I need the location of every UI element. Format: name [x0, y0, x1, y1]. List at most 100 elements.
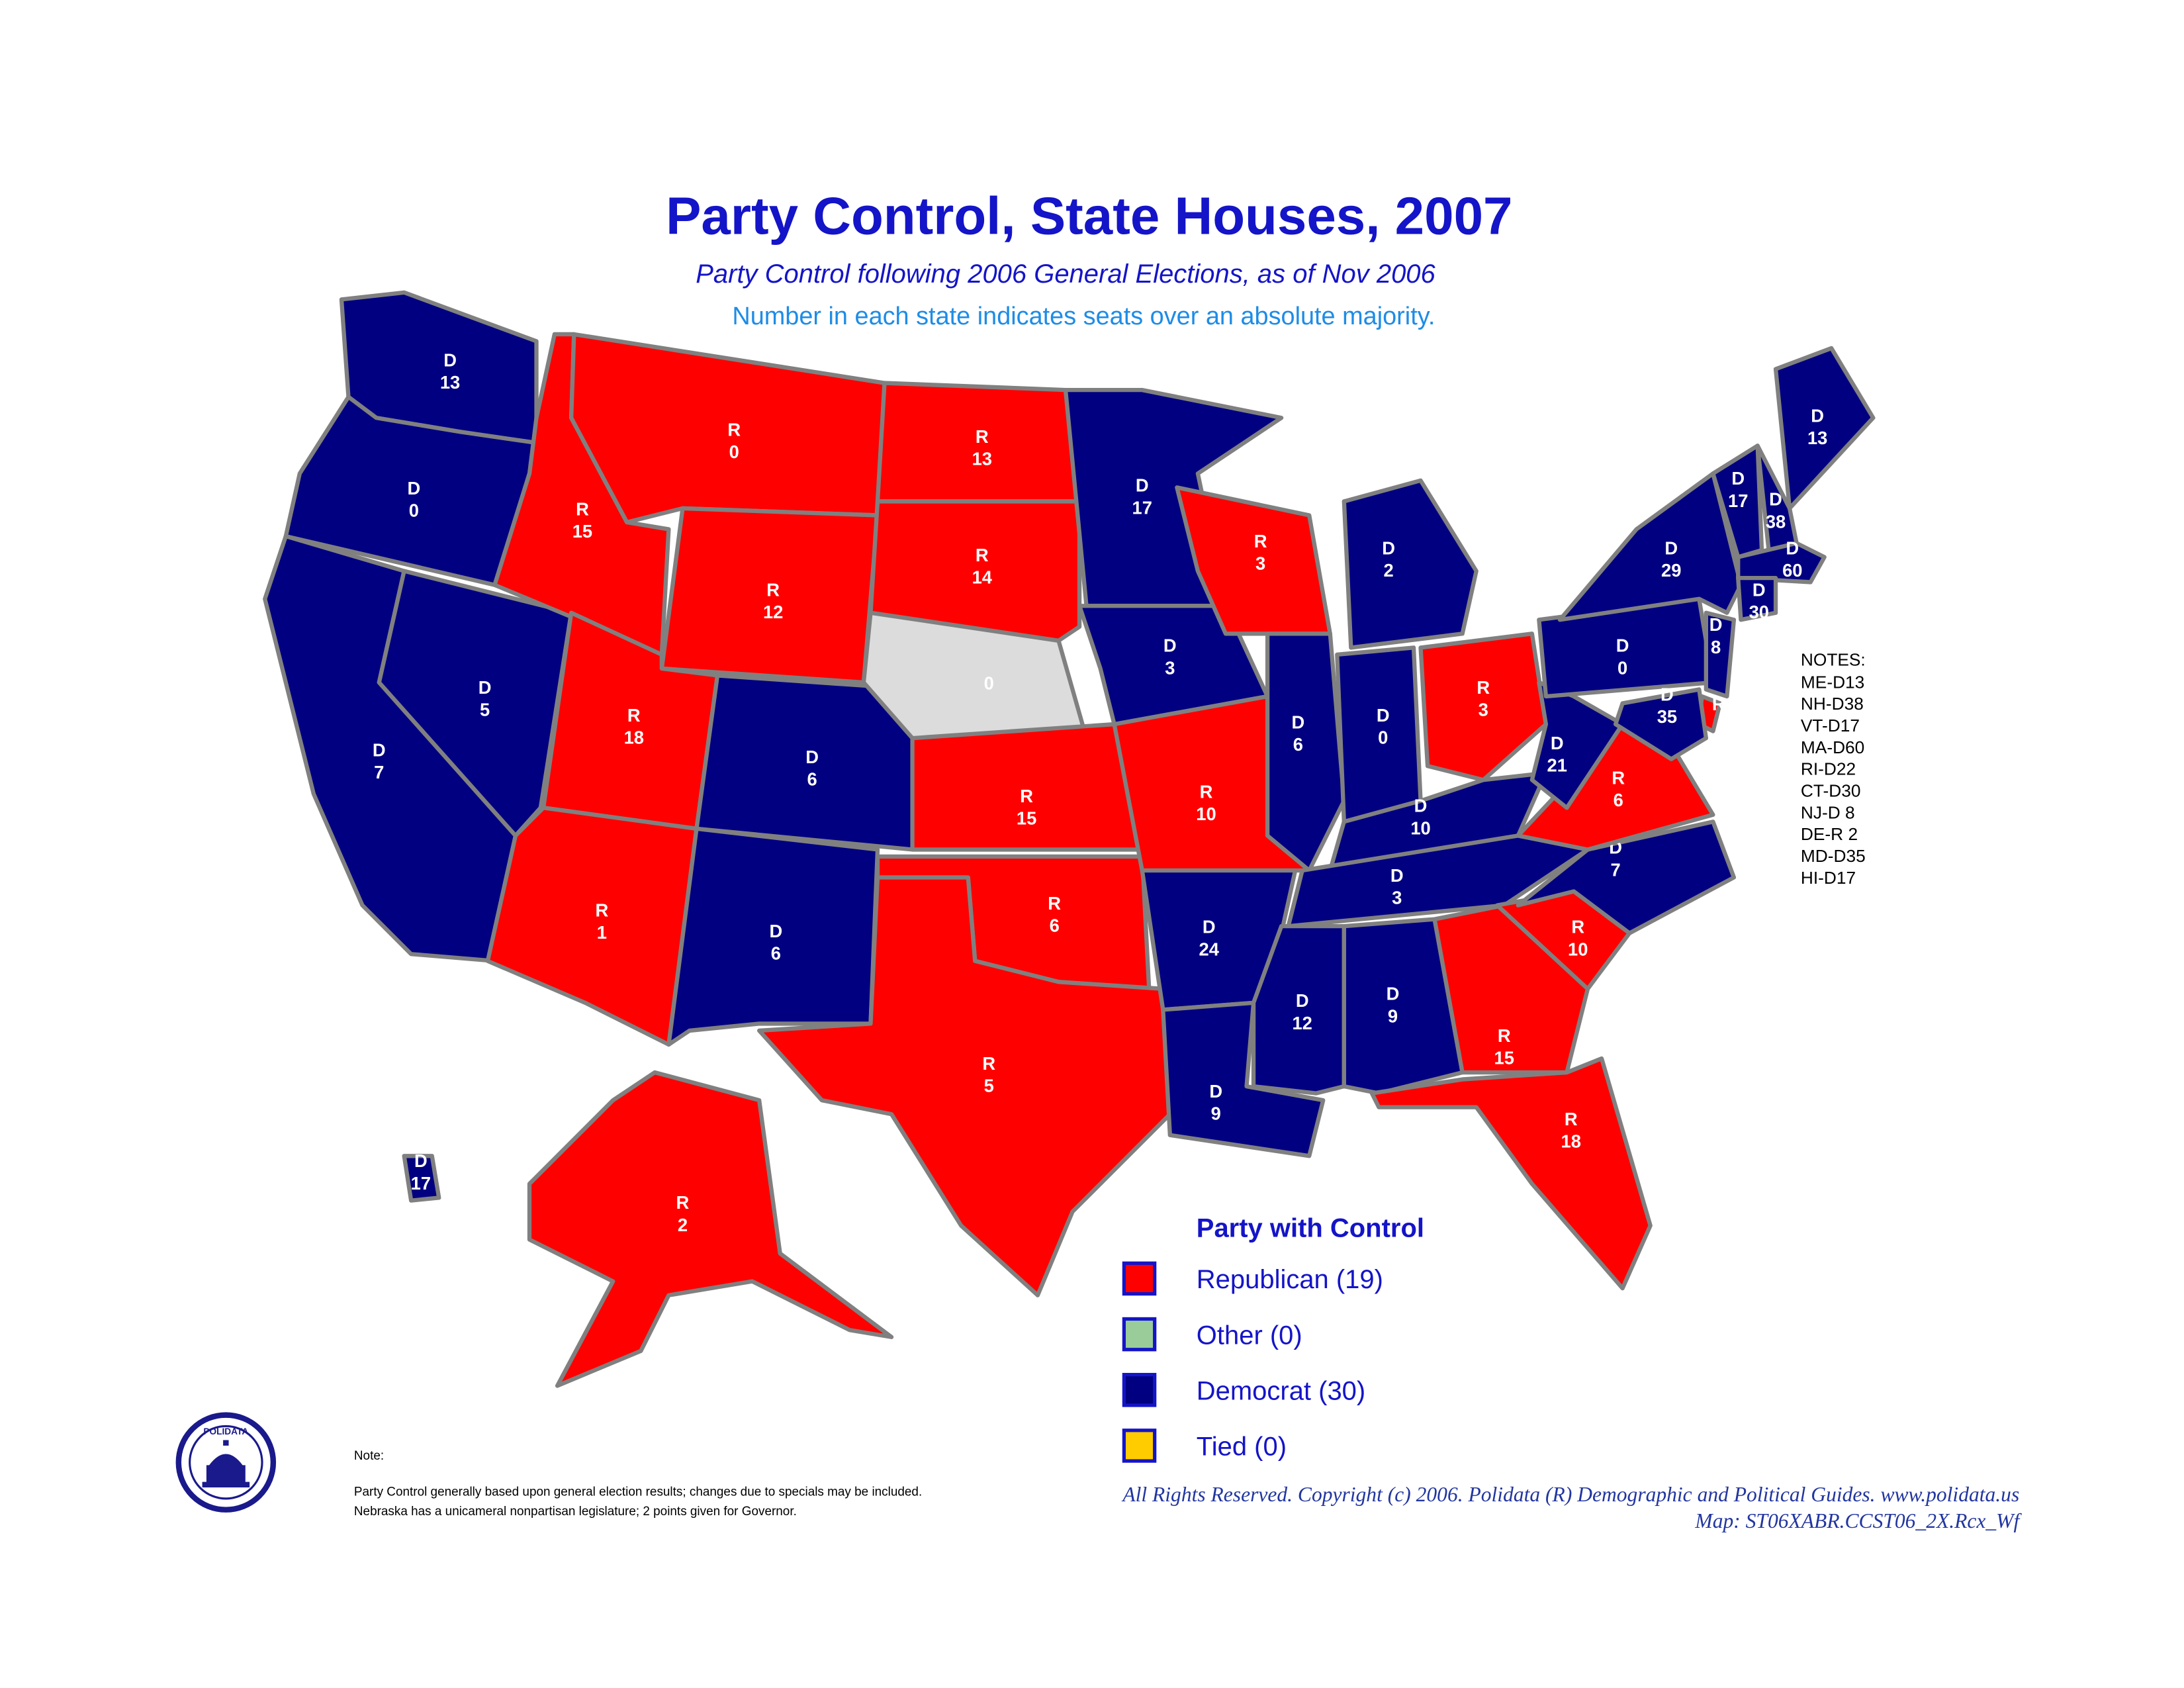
note-item: DE-R 2: [1801, 824, 1858, 844]
legend-swatch: [1122, 1372, 1157, 1407]
legend-swatch: [1122, 1261, 1157, 1296]
state-party: D: [414, 1150, 428, 1171]
state-seats: 9: [1388, 1006, 1398, 1026]
state-seats: 21: [1547, 755, 1567, 776]
note-item: ME-D13: [1801, 672, 1864, 692]
footnote-line: Nebraska has a unicameral nonpartisan le…: [354, 1505, 797, 1519]
state-party: D: [1163, 635, 1177, 656]
note-item: NJ-D 8: [1801, 802, 1855, 822]
state-party: D: [1209, 1081, 1222, 1102]
notes-title: NOTES:: [1801, 650, 1866, 670]
state-party: R: [1477, 677, 1490, 698]
state-seats: 7: [374, 762, 384, 782]
state-party: D: [1390, 865, 1404, 886]
state-seats: 0: [409, 500, 419, 521]
note-item: MD-D35: [1801, 846, 1866, 866]
state-party: D: [1661, 684, 1674, 704]
state: [1418, 632, 1549, 782]
state-seats: 38: [1766, 511, 1786, 532]
state-seats: 0: [1378, 727, 1388, 748]
state-party: D: [1664, 538, 1678, 558]
state-seats: 18: [1561, 1131, 1581, 1152]
state-seats: 10: [1568, 939, 1588, 959]
state-seats: 10: [1196, 804, 1216, 824]
state-seats: 6: [771, 943, 781, 964]
state-seats: 9: [1211, 1103, 1221, 1124]
note-item: VT-D17: [1801, 716, 1860, 735]
state-party: D: [1752, 579, 1766, 600]
state-seats: 7: [1610, 859, 1620, 880]
state: [527, 1070, 894, 1388]
legend: Party with Control Republican (19) Other (…: [1122, 1213, 1424, 1463]
state-seats: 3: [1255, 553, 1265, 574]
state-party: D: [373, 739, 386, 760]
legend-swatch: [1122, 1429, 1157, 1463]
state-seats: 12: [763, 602, 783, 622]
legend-label: Other (0): [1197, 1321, 1302, 1350]
legend-label: Democrat (30): [1197, 1376, 1365, 1405]
state-party: D: [1292, 712, 1305, 732]
state: [1432, 903, 1590, 1075]
state-seats: 0: [729, 442, 739, 462]
state-party: D: [443, 350, 457, 370]
state: [666, 826, 880, 1047]
state-party: D: [1769, 489, 1782, 510]
state: [1342, 478, 1479, 650]
state-party: D: [1377, 705, 1390, 726]
state: [1736, 575, 1778, 622]
state: [1342, 917, 1465, 1096]
footnote: Note: Party Control generally based upon…: [354, 1449, 922, 1519]
state-party: R: [1565, 1109, 1578, 1129]
state-seats: 13: [440, 372, 460, 393]
state-party: R: [1020, 786, 1033, 806]
state: [1529, 680, 1625, 810]
state-seats: 0: [1617, 657, 1627, 678]
state-seats: 24: [1199, 939, 1220, 959]
state-seats: 0: [984, 673, 994, 693]
state-seats: 5: [480, 699, 490, 720]
state-party: D: [1616, 635, 1629, 656]
note-item: NH-D38: [1801, 694, 1864, 714]
state-party: R: [1571, 917, 1584, 937]
state-party: D: [1551, 733, 1564, 753]
state-party: R: [982, 1053, 995, 1074]
state-seats: 60: [1782, 560, 1802, 581]
state: [868, 499, 1082, 643]
explanation: Number in each state indicates seats ove…: [732, 303, 1435, 330]
note-item: HI-D17: [1801, 868, 1856, 888]
footnote-title: Note:: [354, 1449, 384, 1463]
state-party: D: [1382, 538, 1395, 558]
state-seats: 17: [1728, 491, 1748, 511]
state-seats: 6: [1293, 734, 1303, 755]
state-party: D: [1786, 538, 1799, 558]
state-seats: 13: [972, 449, 992, 469]
state-seats: 15: [1017, 808, 1036, 829]
state-seats: 35: [1657, 706, 1677, 727]
state-seats: 12: [1292, 1013, 1312, 1033]
state-party: R: [576, 498, 589, 519]
state: [1613, 687, 1709, 761]
state-party: R: [1712, 694, 1725, 714]
legend-title: Party with Control: [1197, 1213, 1424, 1243]
states: D13D0D7D5R15R0R12R18R1D6D6R13R140R15R6R5…: [263, 290, 1876, 1388]
copyright: All Rights Reserved. Copyright (c) 2006.…: [1121, 1483, 2019, 1506]
state-seats: 6: [1050, 915, 1060, 936]
note-item: CT-D30: [1801, 780, 1861, 800]
map-id: Map: ST06XABR.CCST06_2X.Rcx_Wf: [1694, 1509, 2022, 1532]
state-party: R: [596, 900, 609, 920]
state-party: D: [1709, 614, 1723, 635]
state-seats: 30: [1749, 602, 1769, 622]
state-seats: 6: [807, 769, 817, 790]
state-party: D: [805, 747, 819, 767]
state: [1736, 541, 1827, 585]
state-party: R: [1200, 782, 1213, 802]
logo-text: POLIDATA: [203, 1427, 248, 1436]
state-seats: 17: [411, 1173, 431, 1194]
state-seats: 14: [972, 567, 993, 588]
state-seats: 2: [1384, 560, 1394, 581]
state-seats: 3: [1479, 699, 1488, 720]
state: [1286, 833, 1590, 929]
state-party: R: [976, 426, 989, 447]
